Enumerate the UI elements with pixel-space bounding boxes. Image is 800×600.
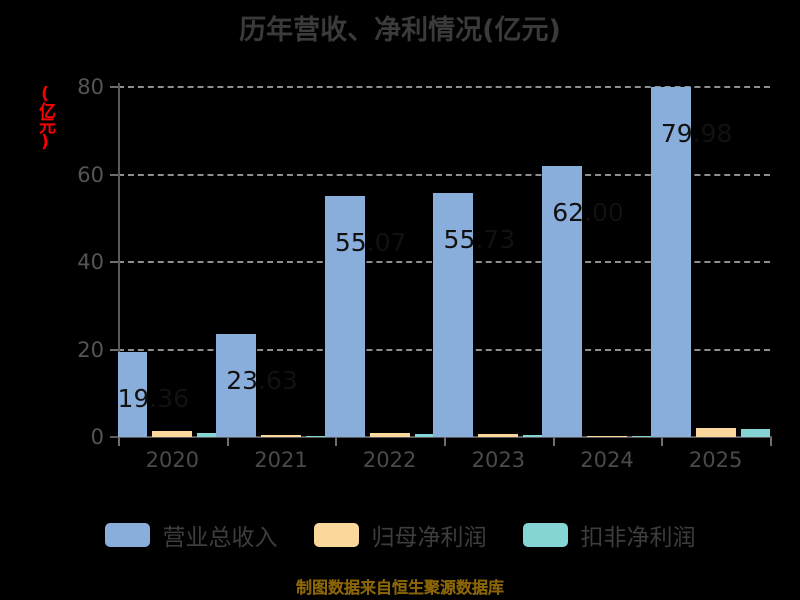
bar: [152, 431, 193, 437]
bar: [542, 165, 582, 437]
bar: [587, 435, 627, 437]
y-axis-line: [118, 83, 120, 441]
gridline: [118, 86, 770, 88]
x-tick-mark: [226, 437, 229, 446]
legend-item[interactable]: 扣非净利润: [522, 518, 696, 552]
legend-swatch: [522, 523, 568, 547]
legend-label: 扣非净利润: [580, 525, 696, 551]
bar: [740, 429, 770, 437]
chart-legend: 营业总收入 归母净利润 扣非净利润: [0, 518, 800, 552]
x-tick-mark: [661, 437, 664, 446]
bar: [118, 352, 148, 437]
legend-swatch: [104, 523, 150, 547]
chart-title: 历年营收、净利情况(亿元): [239, 15, 561, 46]
legend-label: 营业总收入: [162, 525, 278, 551]
bar: [478, 433, 519, 437]
y-tick-mark: [110, 348, 119, 351]
bar: [261, 435, 301, 437]
y-tick-label: 80: [77, 75, 104, 99]
y-tick-mark: [110, 86, 119, 88]
plot-area: [118, 87, 770, 437]
y-tick-mark: [110, 261, 119, 263]
y-tick-label: 20: [77, 337, 104, 362]
bar: [695, 428, 736, 437]
x-tick-mark: [770, 437, 772, 446]
bar-group: [324, 87, 455, 437]
x-tick-label: 2022: [362, 448, 417, 472]
x-tick-mark: [335, 437, 338, 446]
y-tick-label: 60: [77, 162, 104, 187]
x-tick-label: 2021: [254, 448, 308, 472]
bar-group: [118, 87, 238, 437]
legend-label: 归母净利润: [371, 525, 487, 551]
x-tick-mark: [444, 437, 446, 446]
bar: [433, 193, 474, 437]
legend-item[interactable]: 营业总收入: [104, 518, 278, 552]
y-tick-label: 40: [77, 250, 104, 274]
legend-item[interactable]: 归母净利润: [313, 518, 487, 552]
x-tick-label: 2025: [688, 448, 743, 472]
y-tick-mark: [110, 173, 119, 176]
x-tick-label: 2023: [471, 448, 526, 472]
footer-note: 制图数据来自恒生聚源数据库 制图数据来自恒生聚源数据库: [0, 574, 800, 598]
x-tick-mark: [118, 437, 120, 446]
x-axis-line: [110, 436, 772, 438]
bar-group: [542, 87, 672, 437]
legend-swatch: [313, 523, 359, 547]
y-axis-unit-label: (亿元): [35, 84, 55, 150]
x-tick-label: 2020: [145, 448, 200, 472]
x-tick-label: 2024: [580, 448, 634, 472]
footer-text: 制图数据来自恒生聚源数据库: [295, 578, 504, 597]
y-tick-label: 0: [90, 425, 104, 449]
footer-text-shadow: 制图数据来自恒生聚源数据库: [295, 578, 504, 597]
bar: [650, 87, 691, 437]
bar: [324, 196, 365, 437]
gridline: [118, 173, 770, 176]
bar: [369, 432, 410, 437]
bar: [216, 333, 256, 437]
x-tick-mark: [552, 437, 555, 446]
bar-group: [650, 87, 770, 437]
